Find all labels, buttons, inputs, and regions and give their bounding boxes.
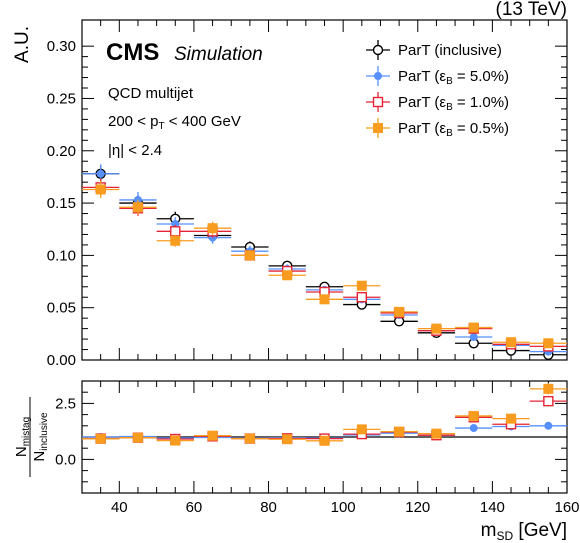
legend-label-tail: = 1.0%) <box>453 94 509 111</box>
cms-logo-text: CMS <box>106 39 159 66</box>
main-ylabel: A.U. <box>12 26 33 63</box>
main-data-point <box>469 332 478 341</box>
legend-label-tail: = 0.5%) <box>453 120 509 137</box>
ratio-data-point <box>544 421 553 430</box>
x-axis-title-sub: SD <box>496 529 513 543</box>
ratio-data-point <box>543 395 554 407</box>
main-y-tick-label: 0.05 <box>47 300 76 317</box>
main-data-point <box>282 270 293 281</box>
ratio-data-point <box>282 434 293 445</box>
ratio-data-point <box>95 433 106 444</box>
legend-label-sub: B <box>446 76 453 87</box>
legend-label-tail: = 5.0%) <box>453 68 509 85</box>
ratio-y-tick-label: 2.5 <box>55 395 76 412</box>
main-data-point <box>356 292 368 303</box>
ratio-data-point <box>506 413 517 424</box>
ratio-ylabel-den-sub: inclusive <box>39 412 50 451</box>
main-data-point <box>468 322 479 333</box>
energy-label: (13 TeV) <box>496 0 567 20</box>
legend-label-sub: B <box>446 128 453 139</box>
eta-label: |η| < 2.4 <box>108 142 162 159</box>
ratio-x-tick-label: 140 <box>480 499 505 516</box>
legend-label-sub: B <box>446 102 453 113</box>
ratio-x-tick-label: 160 <box>554 499 579 516</box>
ratio-data-point <box>244 433 255 444</box>
legend-marker <box>374 72 382 80</box>
simulation-label: Simulation <box>174 44 263 65</box>
main-data-point <box>207 223 218 234</box>
ratio-ylabel-numerator: Nmistag <box>13 417 32 457</box>
pt-range-hi: < 400 GeV <box>165 113 241 130</box>
ratio-ylabel: Nmistag Ninclusive <box>13 397 50 477</box>
legend-label: ParT (inclusive) <box>398 42 502 59</box>
main-data-point <box>170 226 181 237</box>
x-axis-title: mSD [GeV] <box>481 520 567 543</box>
ratio-x-tick-label: 100 <box>331 499 356 516</box>
ratio-data-point <box>394 426 405 437</box>
legend-label-text: ParT (ε <box>398 68 446 85</box>
ratio-data-point <box>543 383 554 394</box>
main-y-tick-label: 0.25 <box>47 90 76 107</box>
ratio-data-point <box>468 410 479 421</box>
legend-label: ParT (εB = 0.5%) <box>398 120 509 139</box>
ratio-data-point <box>132 432 143 443</box>
main-data-point <box>506 337 517 348</box>
main-data-point <box>170 235 181 246</box>
ratio-data-point <box>170 435 181 446</box>
ratio-x-tick-label: 40 <box>111 499 128 516</box>
main-y-tick-label: 0.10 <box>47 247 76 264</box>
ratio-data-point <box>469 424 478 433</box>
main-y-tick-label: 0.15 <box>47 195 76 212</box>
main-data-point <box>543 338 554 349</box>
pt-range-lo: 200 < p <box>108 113 158 130</box>
ratio-data-point <box>319 435 330 446</box>
ratio-data-point <box>207 430 218 441</box>
x-axis-title-unit: [GeV] <box>513 520 567 541</box>
main-data-point <box>431 323 442 334</box>
pt-range-label: 200 < pT < 400 GeV <box>108 113 241 132</box>
main-data-point <box>95 184 106 195</box>
main-y-tick-label: 0.30 <box>47 38 76 55</box>
legend-marker <box>372 96 384 108</box>
ratio-ylabel-num-sub: mistag <box>21 417 32 446</box>
legend-marker <box>372 44 384 56</box>
ratio-x-tick-label: 60 <box>186 499 203 516</box>
ratio-x-tick-label: 80 <box>260 499 277 516</box>
legend-label: ParT (εB = 1.0%) <box>398 94 509 113</box>
x-axis-title-m: m <box>481 520 497 541</box>
main-data-point <box>244 250 255 261</box>
main-data-point <box>394 306 405 317</box>
ratio-data-point <box>431 428 442 439</box>
main-data-point <box>319 294 330 305</box>
legend-label-text: ParT (inclusive) <box>398 42 502 59</box>
main-data-point <box>132 202 143 213</box>
legend: ParT (inclusive)ParT (εB = 5.0%)ParT (εB… <box>366 40 509 139</box>
main-data-point <box>96 169 105 178</box>
main-y-tick-label: 0.00 <box>47 352 76 369</box>
ratio-ylabel-num-n: N <box>13 446 30 457</box>
main-y-tick-label: 0.20 <box>47 143 76 160</box>
legend-marker <box>373 123 383 133</box>
ratio-data-point <box>356 424 367 435</box>
legend-label-text: ParT (ε <box>398 94 446 111</box>
process-label: QCD multijet <box>108 85 194 102</box>
ratio-ylabel-den-n: N <box>31 451 48 462</box>
main-data-point <box>356 280 367 291</box>
ratio-x-tick-label: 120 <box>405 499 430 516</box>
ratio-y-tick-label: 0.0 <box>55 451 76 468</box>
legend-label-text: ParT (ε <box>398 120 446 137</box>
legend-label: ParT (εB = 5.0%) <box>398 68 509 87</box>
ratio-ylabel-denominator: Ninclusive <box>31 412 50 462</box>
pt-range-sub: T <box>158 121 164 132</box>
